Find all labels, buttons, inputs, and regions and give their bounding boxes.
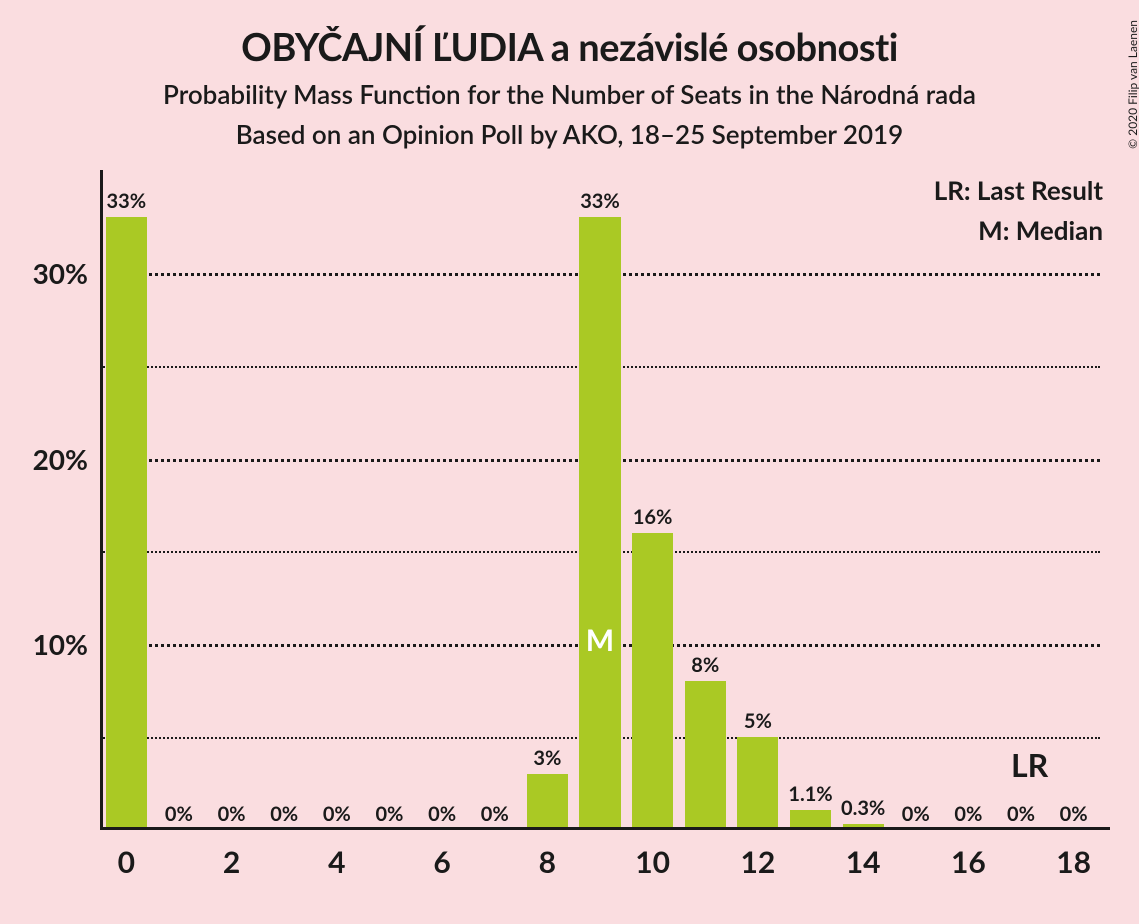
bar-value-label: 5% <box>744 709 772 733</box>
bar-value-label: 0% <box>165 802 193 826</box>
bar-value-label: 33% <box>107 189 147 213</box>
x-tick-label: 12 <box>740 844 775 880</box>
bar: 8% <box>685 681 726 830</box>
bar-value-label: 1.1% <box>788 782 832 806</box>
chart-title: OBYČAJNÍ ĽUDIA a nezávislé osobnosti <box>0 24 1139 70</box>
bar-value-label: 0% <box>1007 802 1035 826</box>
chart-subtitle-2: Based on an Opinion Poll by AKO, 18–25 S… <box>0 118 1139 150</box>
legend: LR: Last Result M: Median <box>934 174 1103 246</box>
bar-value-label: 0% <box>481 802 509 826</box>
bar-value-label: 8% <box>691 653 719 677</box>
bar: 5% <box>737 737 778 830</box>
bar-value-label: 33% <box>580 189 620 213</box>
x-tick-label: 10 <box>635 844 670 880</box>
x-tick-label: 6 <box>433 844 450 880</box>
bar: 33% <box>106 217 147 830</box>
bar: 16% <box>632 533 673 830</box>
bar-value-label: 0% <box>270 802 298 826</box>
x-tick-label: 14 <box>846 844 881 880</box>
y-tick-label: 20% <box>33 442 88 476</box>
bar-value-label: 0% <box>218 802 246 826</box>
bar-value-label: 0% <box>954 802 982 826</box>
x-tick-label: 4 <box>328 844 345 880</box>
bar: 33%M <box>579 217 620 830</box>
last-result-marker: LR <box>1011 745 1048 784</box>
y-axis <box>100 170 103 830</box>
copyright: © 2020 Filip van Laenen <box>1125 20 1139 149</box>
bar-value-label: 0% <box>1060 802 1088 826</box>
bar-value-label: 0% <box>323 802 351 826</box>
bar: 3% <box>527 774 568 830</box>
x-tick-label: 16 <box>951 844 986 880</box>
x-tick-label: 18 <box>1056 844 1091 880</box>
bar-value-label: 3% <box>533 746 561 770</box>
x-tick-label: 0 <box>118 844 135 880</box>
y-tick-label: 10% <box>33 627 88 661</box>
x-tick-label: 2 <box>223 844 240 880</box>
legend-m: M: Median <box>934 214 1103 246</box>
x-tick-label: 8 <box>539 844 556 880</box>
y-tick-label: 30% <box>33 256 88 290</box>
chart-plot-area: 10%20%30%33%00%0%20%0%40%0%60%3%833%M16%… <box>100 180 1100 830</box>
bar-value-label: 0% <box>902 802 930 826</box>
bar-value-label: 0% <box>375 802 403 826</box>
legend-lr: LR: Last Result <box>934 174 1103 206</box>
bar-value-label: 0.3% <box>841 796 885 820</box>
median-marker: M <box>586 622 614 658</box>
bar-value-label: 16% <box>633 505 673 529</box>
x-axis <box>100 827 1110 830</box>
bar-value-label: 0% <box>428 802 456 826</box>
chart-subtitle-1: Probability Mass Function for the Number… <box>0 78 1139 110</box>
